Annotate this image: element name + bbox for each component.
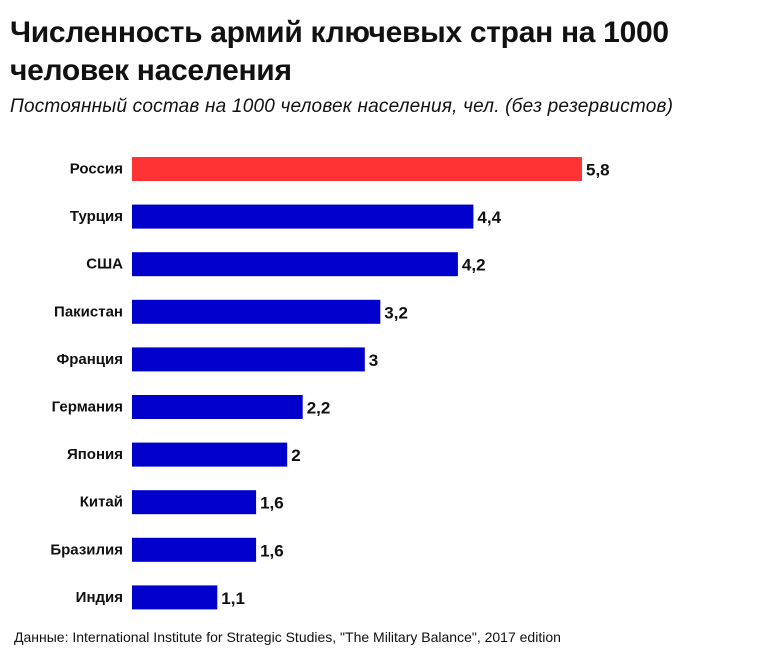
value-label-1: 4,4 (477, 208, 501, 227)
value-label-7: 1,6 (260, 494, 284, 513)
value-label-5: 2,2 (307, 399, 331, 418)
category-label-5: Германия (52, 399, 123, 416)
source-note: Данные: International Institute for Stra… (14, 629, 561, 645)
value-label-8: 1,6 (260, 541, 284, 560)
value-label-6: 2 (291, 446, 300, 465)
bar-0 (132, 157, 582, 181)
category-label-3: Пакистан (54, 303, 123, 320)
category-label-2: США (86, 256, 123, 273)
bar-7 (132, 490, 257, 515)
category-label-8: Бразилия (50, 541, 123, 558)
chart-subtitle: Постоянный состав на 1000 человек населе… (10, 96, 674, 117)
category-label-1: Турция (70, 208, 123, 225)
bar-chart: Россия 5,8 Турция 4,4 США 4,2 Пакистан 3,2 Франц… (50, 157, 610, 610)
category-label-9: Индия (76, 589, 123, 606)
value-label-4: 3 (369, 351, 378, 370)
category-label-6: Япония (67, 446, 123, 463)
bar-1 (132, 204, 474, 229)
bar-6 (132, 442, 288, 467)
value-label-2: 4,2 (462, 256, 486, 275)
bar-2 (132, 252, 458, 277)
value-label-3: 3,2 (384, 303, 408, 322)
bar-5 (132, 395, 303, 419)
bar-9 (132, 585, 218, 610)
category-label-0: Россия (70, 161, 123, 178)
value-label-9: 1,1 (221, 589, 245, 608)
value-label-0: 5,8 (586, 161, 610, 180)
chart-title: Численность армий ключевых стран на 1000… (10, 16, 669, 87)
category-label-4: Франция (56, 351, 123, 368)
bar-4 (132, 347, 365, 372)
bar-8 (132, 537, 257, 562)
bar-3 (132, 299, 381, 324)
category-label-7: Китай (80, 494, 123, 511)
